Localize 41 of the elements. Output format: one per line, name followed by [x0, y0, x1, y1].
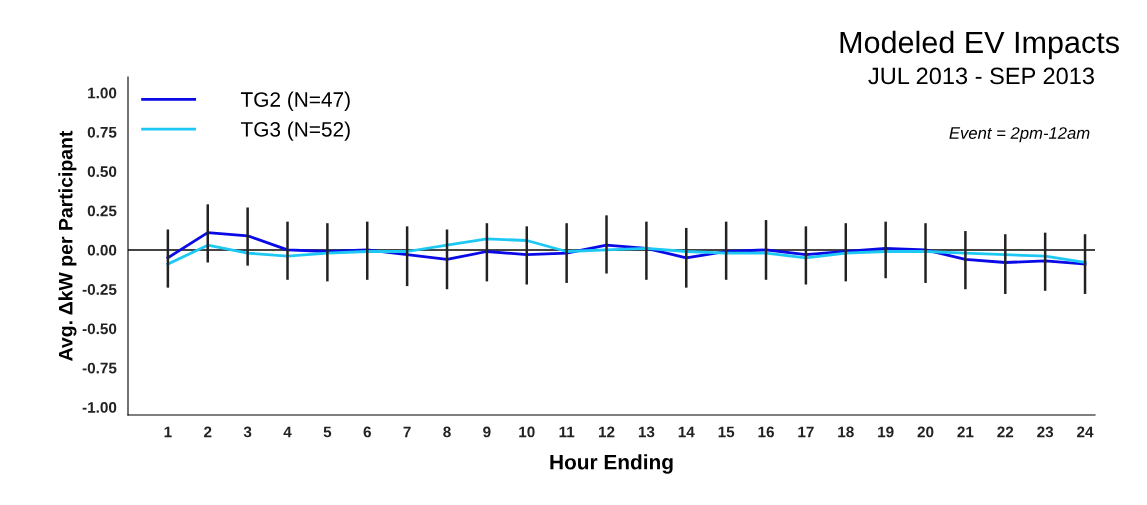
- x-tick-label: 24: [1077, 426, 1094, 438]
- x-tick-label: 7: [403, 426, 411, 438]
- x-tick-label: 18: [838, 426, 854, 438]
- y-tick-label: -0.50: [82, 323, 117, 335]
- y-axis-title: Avg. ΔkW per Participant: [58, 130, 77, 361]
- y-tick-label: 0.00: [87, 244, 117, 256]
- x-tick-label: 10: [519, 426, 535, 438]
- x-tick-label: 5: [323, 426, 332, 438]
- y-tick-label: 1.00: [88, 87, 117, 99]
- x-tick-label: 6: [363, 426, 371, 438]
- x-tick-label: 2: [204, 426, 212, 438]
- y-tick-label: 0.25: [87, 205, 117, 217]
- y-tick-label: -1.00: [82, 402, 117, 413]
- legend-label: TG2 (N=47): [240, 91, 350, 111]
- x-tick-label: 12: [598, 426, 615, 438]
- x-tick-label: 4: [283, 426, 292, 438]
- x-tick-label: 16: [758, 426, 774, 438]
- x-tick-label: 14: [678, 426, 695, 438]
- x-tick-label: 23: [1037, 426, 1054, 438]
- x-tick-label: 15: [718, 426, 735, 438]
- x-tick-label: 22: [997, 426, 1014, 438]
- x-tick-label: 1: [164, 426, 172, 438]
- legend-label: TG3 (N=52): [240, 121, 350, 141]
- x-tick-label: 21: [957, 426, 974, 438]
- x-tick-label: 20: [917, 426, 934, 438]
- chart-title: Modeled EV Impacts: [840, 30, 1119, 60]
- x-axis-title: Hour Ending: [550, 454, 673, 474]
- y-tick-label: 0.50: [87, 166, 117, 178]
- x-tick-label: 17: [798, 426, 814, 438]
- y-tick-label: 0.75: [87, 126, 117, 138]
- x-tick-label: 3: [243, 426, 252, 438]
- x-tick-label: 9: [483, 426, 491, 438]
- x-tick-label: 13: [638, 426, 655, 438]
- x-tick-label: 19: [878, 426, 894, 438]
- chart-subtitle: JUL 2013 - SEP 2013: [868, 67, 1094, 85]
- x-tick-label: 8: [443, 426, 451, 438]
- y-tick-label: -0.75: [82, 362, 117, 374]
- line-series: [166, 237, 1087, 266]
- y-tick-label: -0.25: [82, 284, 117, 295]
- x-tick-label: 11: [559, 426, 575, 438]
- annotation: Event = 2pm-12am: [949, 127, 1090, 143]
